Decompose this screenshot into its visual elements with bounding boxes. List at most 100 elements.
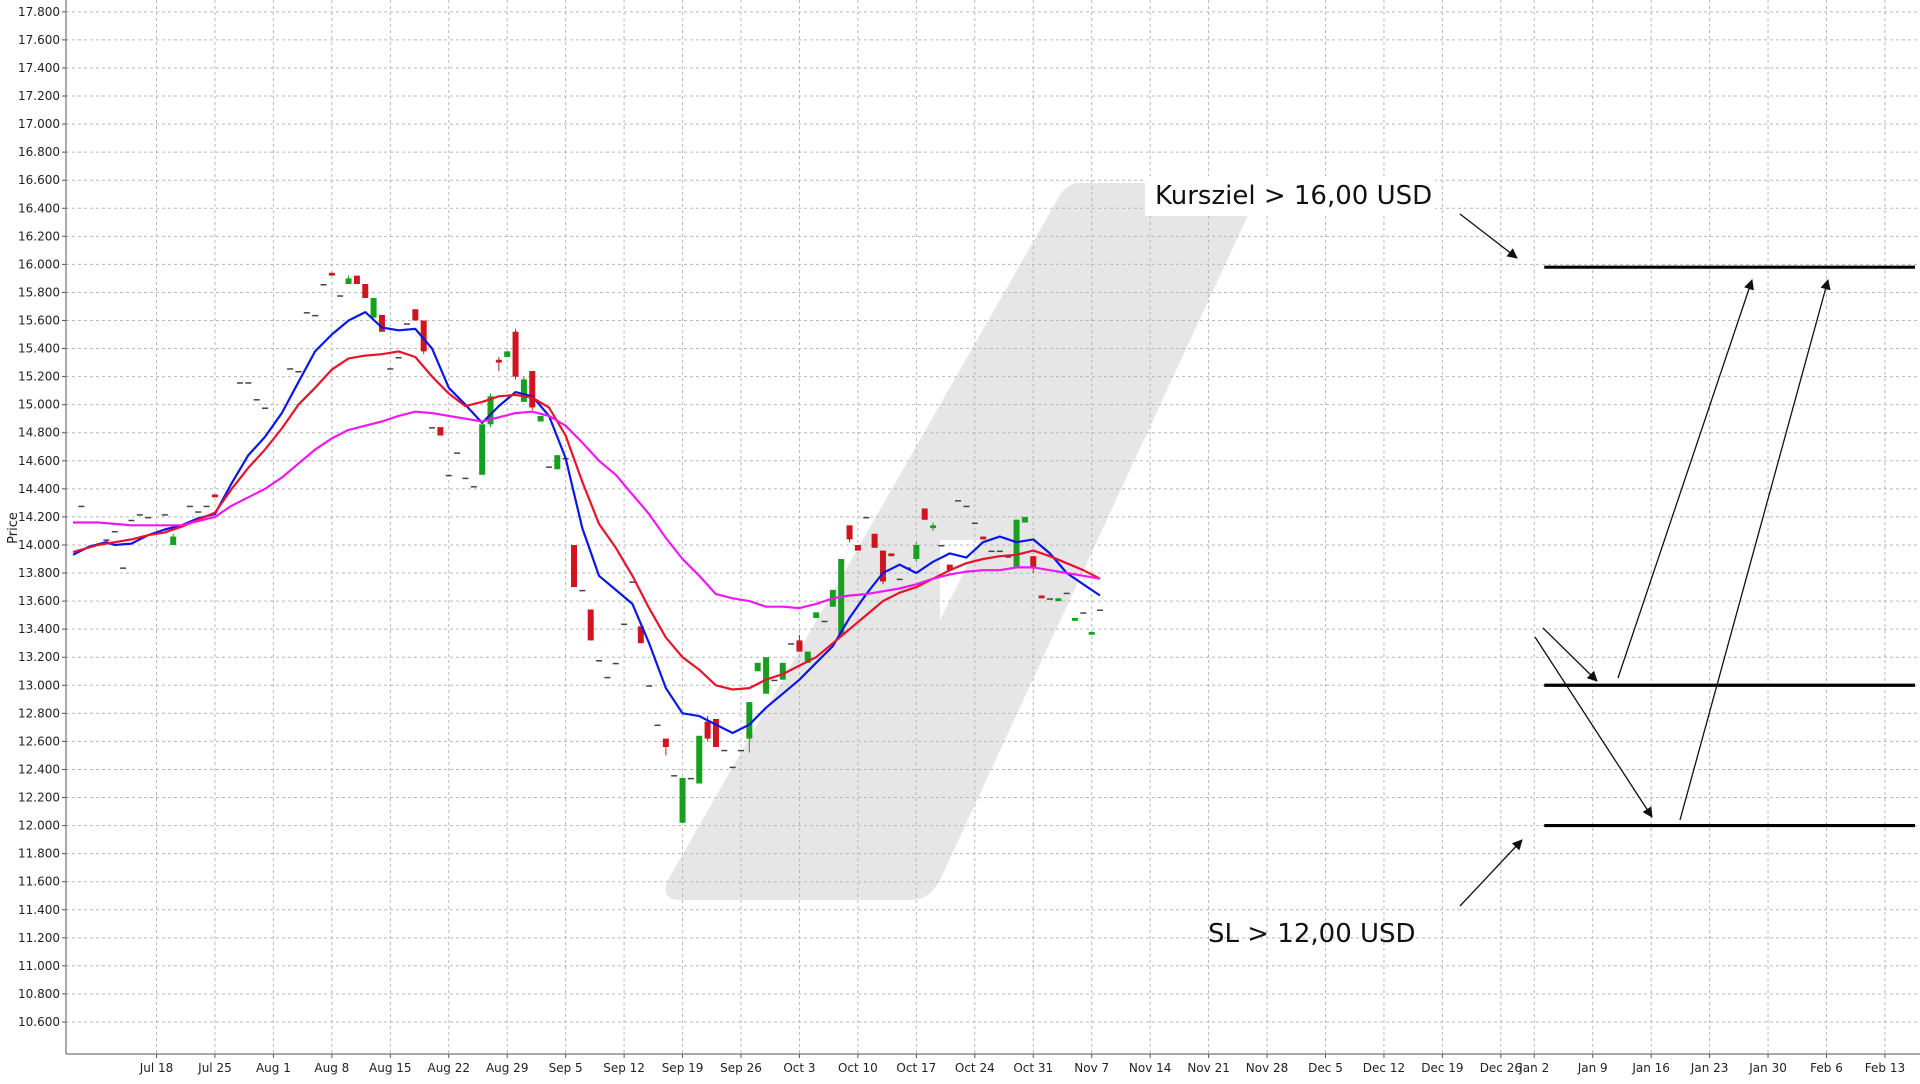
candle-body [328, 272, 335, 276]
candle [161, 514, 168, 516]
candle-body [1097, 609, 1104, 612]
y-tick-label: 12.800 [18, 706, 60, 720]
candle [195, 511, 202, 513]
candle-body [679, 777, 686, 823]
candle [529, 371, 536, 411]
candle-body [370, 298, 377, 318]
candle [871, 533, 878, 548]
candle [696, 735, 703, 784]
x-tick-label: Feb 6 [1810, 1061, 1843, 1075]
candle [788, 643, 795, 645]
candle [579, 589, 586, 592]
candle-body [721, 749, 728, 752]
target-label: Kursziel > 16,00 USD [1155, 181, 1432, 211]
candle-body [971, 522, 978, 525]
candle-body [604, 676, 611, 679]
x-tick-label: Sep 26 [720, 1061, 762, 1075]
candle [245, 382, 252, 384]
candle-body [671, 775, 678, 777]
candle-body [378, 314, 385, 332]
x-tick-label: Aug 22 [427, 1061, 470, 1075]
candle-body [554, 455, 561, 470]
candle [729, 766, 736, 769]
y-tick-label: 14.000 [18, 538, 60, 552]
candle [337, 295, 344, 297]
x-tick-label: Dec 26 [1480, 1061, 1522, 1075]
candle-body [353, 275, 360, 285]
candle-body [287, 368, 294, 370]
x-tick-label: Jan 23 [1690, 1061, 1729, 1075]
y-tick-label: 17.400 [18, 61, 60, 75]
y-tick-label: 11.000 [18, 959, 60, 973]
candle [353, 275, 360, 285]
candle [763, 657, 770, 694]
candle-body [237, 382, 243, 384]
candle [462, 477, 469, 480]
candle [1063, 592, 1070, 595]
arrow-stop-to-target [1679, 278, 1831, 821]
candle-body [337, 295, 344, 297]
candle-body [1055, 598, 1062, 602]
candle-body [637, 626, 644, 644]
arrow-to-entry [1542, 627, 1598, 682]
candle-body [320, 284, 327, 286]
candle-body [186, 505, 193, 508]
candle [738, 749, 744, 752]
candle [312, 314, 319, 317]
x-tick-label: Oct 24 [955, 1061, 995, 1075]
candle-body [1046, 598, 1053, 600]
x-tick-label: Aug 15 [369, 1061, 412, 1075]
candle [612, 662, 619, 665]
candle-body [387, 368, 394, 370]
candle [412, 309, 419, 321]
candle [896, 578, 903, 581]
candle [596, 660, 603, 662]
candle-body [128, 519, 135, 522]
candle-body [211, 494, 218, 498]
candle [262, 407, 269, 409]
x-tick-label: Feb 13 [1865, 1061, 1905, 1075]
candle-body [662, 738, 669, 748]
candle [604, 676, 611, 679]
y-tick-label: 14.200 [18, 510, 60, 524]
arrow-to-stop-down [1534, 636, 1653, 818]
candle-body [879, 550, 886, 582]
annotation-arrows [1459, 213, 1831, 907]
candle [629, 581, 636, 583]
candle [1088, 631, 1095, 635]
candle-body [420, 320, 427, 352]
candle [854, 544, 861, 551]
candle [287, 368, 294, 370]
candle-body [245, 382, 252, 384]
candle [320, 284, 327, 286]
candle [846, 525, 853, 543]
candle [345, 275, 352, 285]
price-levels [1544, 265, 1915, 828]
candle-body [988, 550, 995, 553]
candle [963, 505, 970, 508]
x-tick-label: Sep 5 [549, 1061, 583, 1075]
x-tick-label: Aug 29 [486, 1061, 529, 1075]
y-tick-label: 11.800 [18, 847, 60, 861]
x-tick-label: Jan 9 [1577, 1061, 1608, 1075]
candle [545, 466, 552, 468]
candle [679, 777, 686, 823]
candle [1038, 595, 1045, 599]
annotation-labels: Kursziel > 16,00 USD SL > 12,00 USD [1145, 176, 1435, 949]
candle-body [729, 766, 736, 769]
candle-body [621, 623, 628, 626]
candle [938, 544, 945, 547]
candle [571, 544, 577, 588]
candle [470, 486, 477, 488]
candle-body [195, 511, 202, 513]
x-tick-label: Dec 5 [1308, 1061, 1343, 1075]
y-tick-label: 17.800 [18, 5, 60, 19]
candle [879, 550, 886, 585]
candle-body [454, 452, 461, 454]
candle-body [938, 544, 945, 547]
x-tick-label: Oct 3 [783, 1061, 815, 1075]
x-tick-label: Jan 16 [1631, 1061, 1670, 1075]
candle-body [395, 356, 402, 359]
stop-label: SL > 12,00 USD [1208, 919, 1416, 949]
